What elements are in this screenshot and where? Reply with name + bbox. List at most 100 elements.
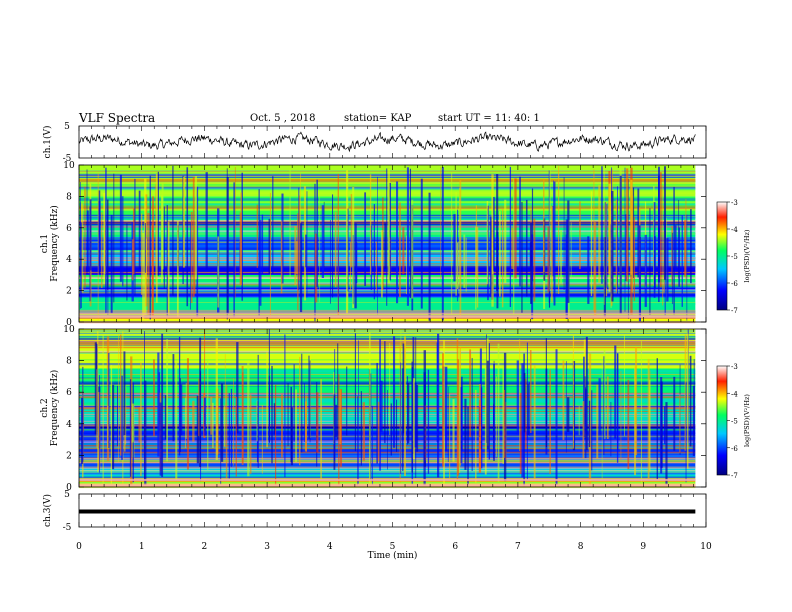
ch1-spectrogram-burst	[593, 222, 597, 316]
ch2-spectrogram-burst	[107, 405, 109, 449]
ch2-spectrogram-burst	[334, 348, 336, 462]
ch1-spectrogram-burst	[631, 195, 634, 293]
ch2-spectrogram-burst	[212, 402, 214, 448]
ch2-spectrogram-cbtitle: log(PSD)(V²/Hz)	[743, 394, 751, 447]
ch1-spectrogram-burst	[615, 199, 618, 292]
ch1-spectrogram-burst	[493, 196, 495, 271]
figure-title: VLF Spectra	[79, 111, 156, 125]
ch1-spectrogram-burst	[399, 202, 401, 298]
ch1-spectrogram-burst	[598, 184, 601, 283]
ch2-spectrogram-burst	[354, 333, 356, 452]
time-tick-label-10: 10	[700, 542, 712, 552]
ch1-spectrogram-burst	[268, 218, 271, 275]
ch2-spectrogram-ytick-0: 0	[66, 483, 72, 493]
ch1-spectrogram-burst	[633, 216, 636, 302]
ch2-spectrogram-burst	[640, 340, 642, 487]
ch1-spectrogram-burst	[316, 179, 318, 287]
ch1-spectrogram-cblabel-0: -3	[731, 199, 738, 207]
ch1-spectrogram-burst	[369, 174, 372, 275]
ch2-spectrogram-burst	[210, 397, 213, 435]
ch3-waveform-ylabel: ch.3(V)	[42, 494, 53, 527]
ch1-spectrogram-burst	[663, 166, 666, 280]
ch2-spectrogram-burst	[467, 406, 469, 485]
ch2-spectrogram-cblabel-0: -3	[731, 363, 738, 371]
ch2-spectrogram-burst	[304, 401, 307, 451]
ch1-spectrogram-burst	[370, 225, 373, 290]
station-label: station= KAP	[344, 113, 412, 124]
ch1-spectrogram-burst	[97, 173, 99, 320]
ch1-spectrogram-burst	[553, 180, 554, 281]
ch2-spectrogram-burst	[493, 405, 495, 459]
ch1-spectrogram-burst	[549, 168, 551, 292]
ch2-spectrogram-burst	[583, 356, 585, 438]
ch1-spectrogram-burst	[155, 183, 157, 282]
ch2-spectrogram-burst	[679, 393, 681, 453]
ch2-spectrogram-lowline	[79, 485, 696, 487]
ch2-spectrogram-burst	[402, 343, 405, 434]
ch2-spectrogram-burst	[601, 359, 603, 480]
ch2-spectrogram-line	[79, 342, 696, 345]
ch1-spectrogram-burst	[475, 205, 478, 278]
ch1-spectrogram-burst	[101, 212, 103, 289]
ch1-spectrogram-burst	[496, 232, 499, 309]
ch1-spectrogram-burst	[166, 205, 168, 317]
ch1-waveform-ytick-0: 5	[64, 122, 70, 132]
ch2-spectrogram-burst	[138, 406, 141, 443]
ch1-spectrogram-burst	[144, 222, 146, 273]
ch2-spectrogram-burst	[503, 352, 507, 482]
ch2-spectrogram-burst	[673, 376, 676, 451]
ch2-spectrogram-ytick-2: 4	[66, 420, 72, 430]
ch1-spectrogram-burst	[364, 192, 367, 287]
ch2-spectrogram-burst	[411, 361, 413, 473]
ch1-spectrogram-burst	[489, 216, 493, 297]
ch2-spectrogram-colorbar	[716, 365, 728, 476]
ch1-spectrogram-burst	[519, 176, 521, 287]
ch2-spectrogram-burst	[358, 340, 359, 485]
ch1-spectrogram-burst	[638, 225, 641, 322]
time-tick-label-0: 0	[76, 542, 82, 552]
ch1-spectrogram-burst	[681, 215, 683, 307]
ch1-spectrogram-burst	[226, 177, 229, 314]
ch1-spectrogram-burst	[603, 237, 606, 317]
ch2-spectrogram-burst	[412, 378, 415, 460]
ch2-spectrogram-burst	[585, 336, 588, 451]
ch2-spectrogram-burst	[624, 335, 625, 437]
ch1-spectrogram-burst	[463, 234, 466, 288]
ch1-spectrogram-burst	[126, 223, 128, 301]
ch2-spectrogram-burst	[186, 358, 189, 470]
ch1-spectrogram-burst	[140, 213, 143, 295]
ch2-spectrogram-burst	[121, 375, 123, 460]
time-tick-label-5: 5	[390, 542, 396, 552]
ch2-spectrogram-burst	[256, 400, 258, 442]
ch1-spectrogram-burst	[149, 175, 151, 320]
ch1-spectrogram-burst	[147, 212, 150, 315]
ch2-spectrogram-burst	[459, 347, 462, 466]
ch2-spectrogram-burst	[371, 405, 373, 485]
ch2-spectrogram-burst	[199, 337, 202, 467]
ch2-spectrogram-burst	[377, 401, 380, 462]
ch2-spectrogram-burst	[392, 336, 396, 448]
ch2-spectrogram-burst	[293, 364, 295, 442]
ch2-spectrogram-burst	[235, 396, 237, 477]
ch1-spectrogram-burst	[624, 167, 626, 312]
time-tick-label-1: 1	[139, 542, 145, 552]
ch2-spectrogram-line	[79, 377, 696, 379]
ch1-spectrogram-burst	[375, 241, 377, 291]
ch2-spectrogram-burst	[423, 372, 426, 486]
ch1-spectrogram-burst	[630, 179, 633, 275]
ch1-spectrogram-burst	[560, 229, 562, 284]
ch1-spectrogram-burst	[428, 192, 431, 321]
ch1-spectrogram-burst	[525, 199, 528, 297]
ch2-spectrogram-burst	[617, 353, 619, 450]
ch1-spectrogram-burst	[550, 206, 553, 302]
ch1-spectrogram-burst	[601, 166, 603, 284]
ch2-spectrogram-burst	[503, 389, 506, 458]
ch2-spectrogram-burst	[249, 394, 252, 474]
ch1-spectrogram-burst	[138, 190, 141, 270]
ch1-spectrogram-burst	[513, 179, 515, 316]
ch2-spectrogram-burst	[620, 370, 622, 461]
ch1-spectrogram-burst	[509, 166, 512, 307]
ch2-spectrogram-burst	[606, 376, 609, 439]
ch1-spectrogram-colorbar	[716, 201, 728, 311]
ch1-spectrogram-burst	[514, 178, 517, 279]
